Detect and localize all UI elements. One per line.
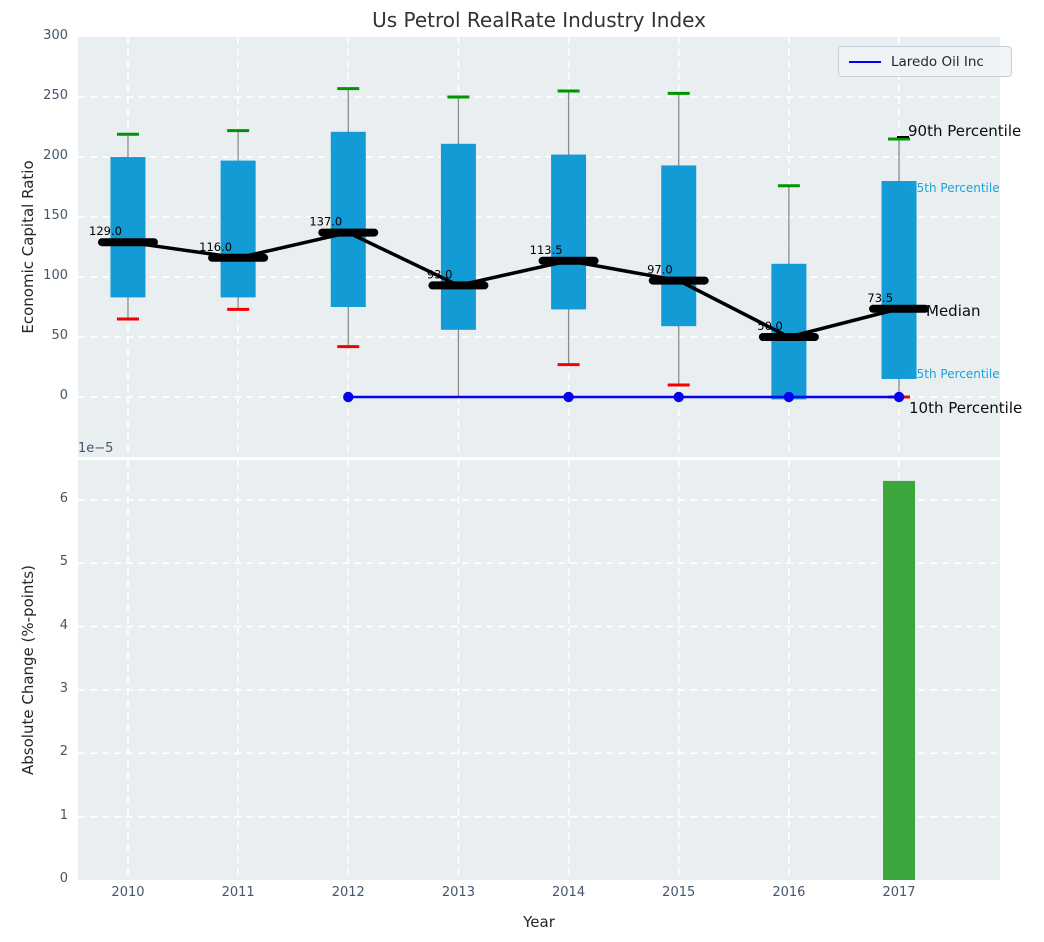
median-value-label-2015: 97.0 — [647, 263, 673, 277]
xtick-2011: 2011 — [221, 885, 255, 900]
ytick-bottom-1: 1 — [59, 807, 68, 823]
ytick-top-0: 0 — [59, 388, 68, 403]
annotation-median: Median — [926, 302, 981, 320]
xtick-2014: 2014 — [552, 885, 586, 900]
ytick-top-200: 200 — [43, 148, 68, 163]
bar-2017 — [883, 480, 916, 880]
laredo-oil-marker-2016 — [783, 391, 795, 403]
ytick-bottom-2: 2 — [59, 744, 68, 760]
median-value-label-2017: 73.5 — [867, 291, 893, 305]
legend: Laredo Oil Inc — [838, 46, 1012, 77]
ytick-bottom-0: 0 — [59, 871, 68, 886]
chart-title: Us Petrol RealRate Industry Index — [372, 8, 706, 32]
laredo-oil-marker-2012 — [343, 391, 354, 403]
xtick-2013: 2013 — [441, 885, 475, 900]
ytick-bottom-6: 6 — [59, 490, 68, 506]
y-axis-label-top: Economic Capital Ratio — [19, 160, 37, 334]
bottom-axes — [78, 460, 1000, 880]
xtick-2012: 2012 — [331, 885, 365, 900]
legend-line-icon — [849, 60, 881, 63]
ytick-bottom-5: 5 — [59, 554, 68, 570]
annotation-75th-percentile: 75th Percentile — [909, 181, 1000, 195]
annotation-90th-leader-line — [897, 136, 909, 138]
annotation-90th-percentile: 90th Percentile — [908, 122, 1022, 140]
ytick-top-100: 100 — [43, 268, 68, 283]
median-value-label-2016: 50.0 — [757, 319, 783, 333]
annotation-25th-percentile: 25th Percentile — [909, 367, 1000, 381]
box-2017 — [881, 181, 917, 379]
box-2012 — [330, 131, 366, 307]
median-value-label-2010: 129.0 — [89, 224, 122, 238]
legend-label: Laredo Oil Inc — [891, 53, 984, 70]
ytick-top-50: 50 — [51, 328, 68, 343]
ytick-bottom-4: 4 — [59, 617, 68, 633]
median-value-label-2014: 113.5 — [530, 243, 563, 257]
xtick-2010: 2010 — [111, 885, 145, 900]
median-trend-line — [127, 230, 900, 339]
box-2015 — [661, 165, 697, 327]
box-2010 — [110, 157, 146, 298]
y-axis-offset-label: 1e−5 — [78, 441, 114, 456]
laredo-oil-marker-2015 — [673, 391, 684, 403]
xtick-2017: 2017 — [882, 885, 916, 900]
median-value-label-2013: 93.0 — [427, 267, 453, 281]
xtick-2015: 2015 — [662, 885, 696, 900]
xtick-2016: 2016 — [772, 885, 806, 900]
box-2011 — [220, 160, 256, 298]
median-value-label-2011: 116.0 — [199, 240, 232, 254]
top-axes: 129.0 116.0 137.0 93.0 113.5 97.0 50.0 73.5 — [78, 37, 1000, 457]
annotation-10th-percentile: 10th Percentile — [909, 399, 1023, 417]
x-axis-label: Year — [523, 913, 555, 931]
box-2014 — [551, 154, 587, 310]
ytick-bottom-3: 3 — [59, 680, 68, 696]
median-value-label-2012: 137.0 — [309, 215, 342, 229]
ytick-top-150: 150 — [43, 208, 68, 223]
box-2013 — [440, 143, 476, 330]
laredo-oil-marker-2017 — [893, 391, 905, 403]
ytick-top-250: 250 — [43, 88, 68, 103]
laredo-oil-marker-2014 — [563, 391, 574, 403]
ytick-top-300: 300 — [43, 28, 68, 43]
